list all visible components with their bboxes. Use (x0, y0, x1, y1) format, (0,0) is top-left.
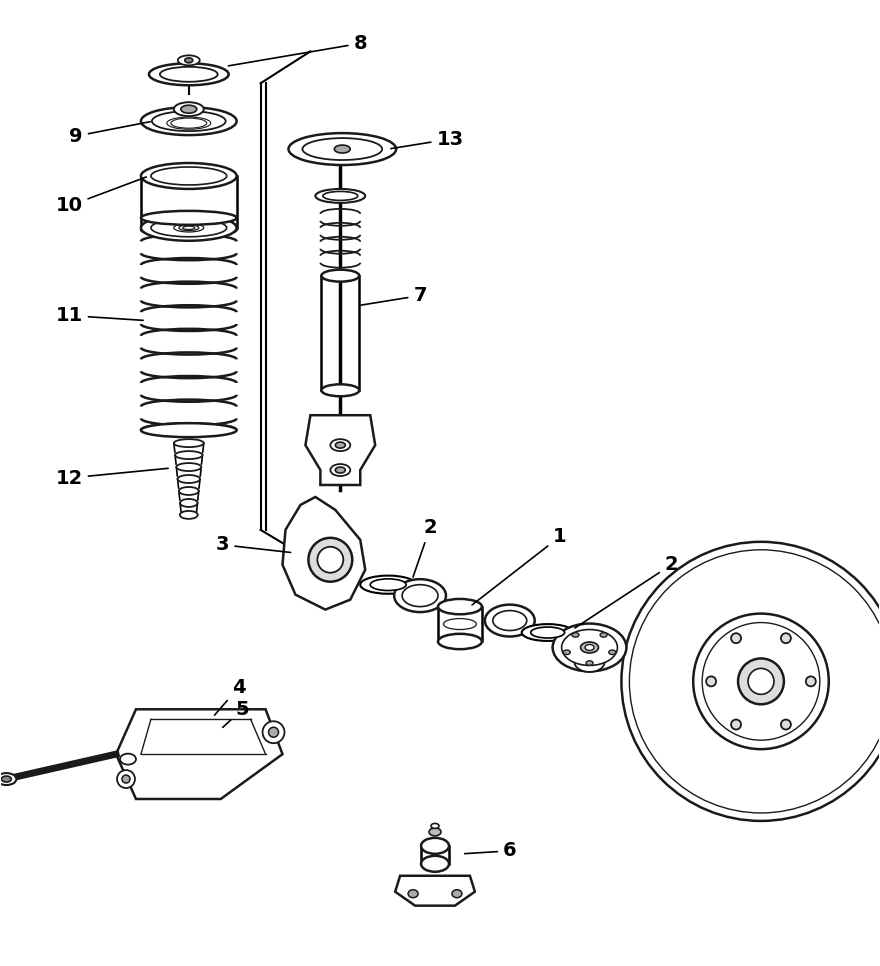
Ellipse shape (120, 753, 136, 765)
Ellipse shape (321, 384, 359, 396)
Ellipse shape (493, 611, 527, 631)
Ellipse shape (335, 467, 345, 473)
Ellipse shape (522, 624, 574, 641)
Text: 11: 11 (55, 306, 143, 325)
Ellipse shape (180, 105, 197, 113)
Ellipse shape (180, 499, 197, 507)
Ellipse shape (318, 547, 343, 573)
Ellipse shape (360, 576, 416, 594)
Ellipse shape (394, 580, 446, 612)
Ellipse shape (174, 440, 204, 447)
Ellipse shape (575, 653, 605, 672)
Text: 2: 2 (413, 519, 436, 577)
Text: 2: 2 (575, 555, 678, 628)
Ellipse shape (179, 487, 199, 495)
Ellipse shape (178, 55, 200, 66)
Ellipse shape (289, 133, 396, 165)
Ellipse shape (702, 622, 820, 740)
Ellipse shape (141, 214, 237, 241)
Ellipse shape (402, 584, 438, 607)
Ellipse shape (629, 550, 880, 813)
Text: 12: 12 (55, 469, 168, 488)
Text: 4: 4 (215, 678, 246, 715)
Ellipse shape (748, 668, 774, 695)
Ellipse shape (180, 511, 198, 519)
Ellipse shape (175, 451, 202, 459)
Ellipse shape (421, 838, 449, 854)
Text: 7: 7 (361, 286, 427, 305)
Ellipse shape (262, 722, 284, 743)
Text: 5: 5 (223, 699, 249, 727)
Polygon shape (395, 876, 475, 906)
Ellipse shape (335, 442, 345, 448)
Ellipse shape (308, 538, 352, 582)
Text: 1: 1 (472, 527, 567, 605)
Polygon shape (116, 709, 282, 799)
Ellipse shape (806, 676, 816, 687)
Ellipse shape (150, 219, 227, 237)
Text: 8: 8 (229, 34, 367, 66)
Ellipse shape (174, 102, 204, 116)
Ellipse shape (585, 644, 594, 650)
Text: 3: 3 (216, 535, 290, 554)
Ellipse shape (609, 650, 616, 655)
Ellipse shape (2, 776, 11, 782)
Ellipse shape (141, 211, 237, 225)
Ellipse shape (429, 828, 441, 836)
Ellipse shape (330, 440, 350, 451)
Ellipse shape (452, 890, 462, 897)
Ellipse shape (141, 163, 237, 189)
Ellipse shape (321, 270, 359, 282)
Ellipse shape (178, 475, 200, 483)
Ellipse shape (141, 107, 237, 135)
Ellipse shape (781, 720, 791, 729)
Ellipse shape (185, 58, 193, 63)
Ellipse shape (485, 605, 535, 637)
Ellipse shape (431, 823, 439, 829)
Text: 13: 13 (391, 129, 464, 149)
Ellipse shape (561, 630, 618, 666)
Ellipse shape (731, 720, 741, 729)
Ellipse shape (563, 650, 570, 655)
Text: 10: 10 (55, 177, 146, 215)
Ellipse shape (572, 633, 579, 638)
Ellipse shape (421, 856, 449, 871)
Ellipse shape (553, 624, 627, 671)
Polygon shape (305, 415, 375, 485)
Ellipse shape (149, 64, 229, 85)
Ellipse shape (303, 138, 382, 160)
Text: 6: 6 (465, 841, 517, 861)
Ellipse shape (586, 661, 593, 666)
Ellipse shape (693, 613, 829, 750)
Ellipse shape (323, 191, 358, 200)
Ellipse shape (0, 773, 17, 785)
Ellipse shape (150, 167, 227, 185)
Ellipse shape (122, 775, 130, 783)
Polygon shape (282, 497, 365, 610)
Text: 9: 9 (70, 122, 150, 146)
Ellipse shape (141, 423, 237, 438)
Ellipse shape (330, 464, 350, 476)
Ellipse shape (315, 189, 365, 203)
Ellipse shape (600, 633, 607, 638)
Ellipse shape (531, 627, 565, 638)
Ellipse shape (117, 770, 135, 788)
Ellipse shape (176, 463, 202, 471)
Ellipse shape (268, 727, 278, 737)
Ellipse shape (438, 599, 482, 614)
Ellipse shape (581, 642, 598, 653)
Ellipse shape (731, 634, 741, 643)
Ellipse shape (781, 634, 791, 643)
Ellipse shape (408, 890, 418, 897)
Ellipse shape (160, 67, 217, 82)
Ellipse shape (370, 579, 406, 590)
Ellipse shape (334, 145, 350, 153)
Ellipse shape (152, 111, 225, 131)
Ellipse shape (438, 634, 482, 649)
Ellipse shape (621, 542, 880, 821)
Ellipse shape (738, 659, 784, 704)
Ellipse shape (706, 676, 716, 687)
